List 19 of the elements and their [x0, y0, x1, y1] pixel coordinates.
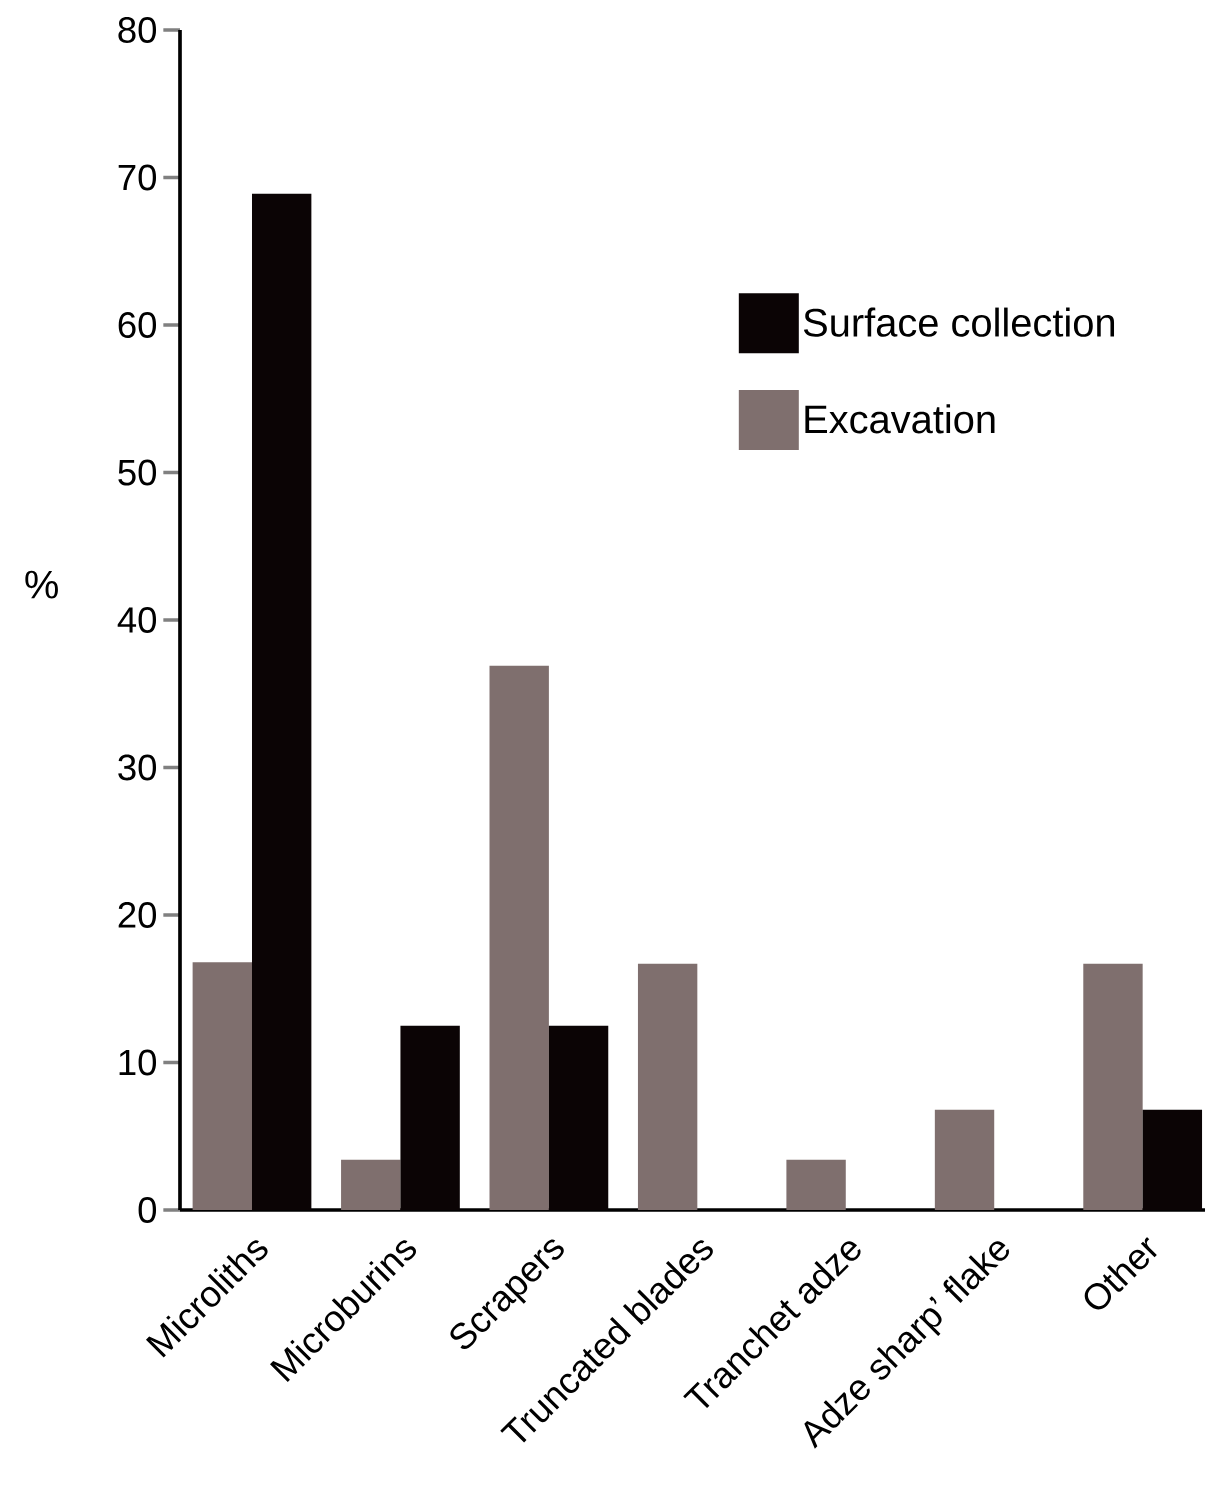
y-tick-label: 20 — [118, 902, 157, 928]
bar — [1083, 963, 1143, 1210]
bar — [637, 963, 698, 1210]
bar — [489, 665, 549, 1210]
y-tick-label: 40 — [117, 607, 157, 633]
bar — [192, 962, 252, 1210]
y-tick-label: 80 — [118, 17, 157, 43]
bar — [934, 1109, 995, 1210]
y-tick-label: 10 — [119, 1049, 157, 1076]
y-tick-label: 60 — [118, 312, 157, 338]
y-tick-label: 30 — [118, 754, 157, 781]
y-tick-label: 50 — [118, 459, 157, 486]
legend-label: Surface collection — [803, 307, 1115, 337]
bar — [786, 1159, 846, 1210]
y-tick-label: 70 — [118, 164, 157, 191]
bar — [341, 1159, 401, 1210]
y-axis-title: % — [25, 570, 58, 599]
legend-label: Excavation — [805, 404, 995, 434]
y-tick-label: 0 — [138, 1197, 157, 1223]
